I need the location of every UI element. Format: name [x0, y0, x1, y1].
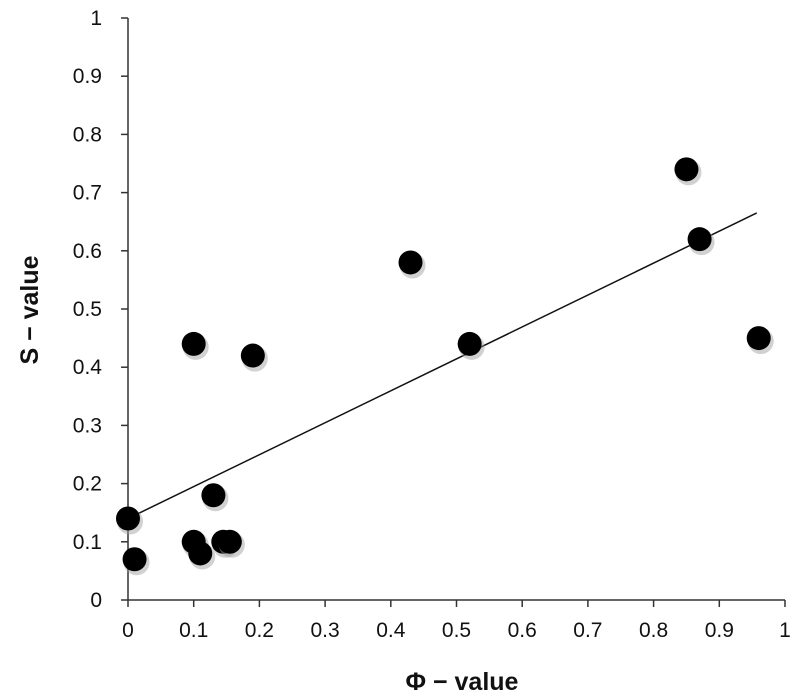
data-point [181, 331, 209, 360]
y-tick-label: 0.3 [73, 414, 102, 437]
data-point-marker [398, 250, 423, 275]
data-point-marker [457, 331, 482, 356]
data-point-marker [674, 157, 699, 182]
y-tick-label: 0.4 [73, 356, 103, 379]
data-point [217, 529, 245, 558]
y-tick-label: 0.7 [73, 182, 102, 205]
x-tick-label: 0.4 [376, 619, 406, 642]
data-point-marker [746, 326, 771, 351]
x-tick-label: 0.2 [245, 619, 274, 642]
data-point [457, 331, 485, 360]
x-tick-label: 0.8 [639, 619, 668, 642]
x-tick-label: 1 [779, 619, 791, 642]
y-tick-label: 0.8 [73, 123, 102, 146]
y-tick-label: 0.1 [73, 531, 102, 554]
data-point-marker [201, 483, 226, 508]
x-tick-label: 0.5 [442, 619, 471, 642]
y-tick-label: 1 [90, 7, 102, 30]
data-point-marker [217, 529, 242, 554]
data-point [201, 483, 229, 512]
data-point-marker [240, 343, 265, 368]
data-point-marker [188, 541, 213, 566]
x-tick-label: 0.7 [573, 619, 602, 642]
ticks: 0 0.1 0.2 0.3 0.4 0.5 0.6 0.7 0.8 0.9 1 0 0.1 0.2 0.3 0… [73, 7, 791, 642]
trendline-layer [127, 212, 758, 520]
y-tick-label: 0.6 [73, 240, 102, 263]
x-axis-title: Φ − value [406, 668, 519, 696]
data-point-marker [122, 547, 147, 572]
y-axis-title: S − value [16, 255, 44, 364]
data-point-marker [181, 331, 206, 356]
y-tick-label: 0 [90, 589, 102, 612]
x-tick-label: 0.9 [705, 619, 734, 642]
x-tick-label: 0.1 [179, 619, 208, 642]
y-tick-label: 0.2 [73, 473, 102, 496]
data-points [116, 157, 774, 576]
data-point [240, 343, 268, 372]
data-point [188, 541, 216, 570]
data-point [398, 250, 426, 279]
data-point [116, 506, 143, 535]
data-point-marker [687, 227, 712, 252]
y-tick-label: 0.9 [73, 65, 102, 88]
data-point [122, 547, 150, 576]
data-point [674, 157, 702, 186]
data-point-marker [116, 506, 140, 531]
trendline [127, 212, 758, 520]
y-tick-label: 0.5 [73, 298, 102, 321]
x-tick-label: 0 [122, 619, 134, 642]
data-point [746, 326, 774, 355]
x-tick-label: 0.3 [310, 619, 339, 642]
x-tick-label: 0.6 [508, 619, 537, 642]
axes [127, 18, 785, 601]
data-point [687, 227, 715, 256]
